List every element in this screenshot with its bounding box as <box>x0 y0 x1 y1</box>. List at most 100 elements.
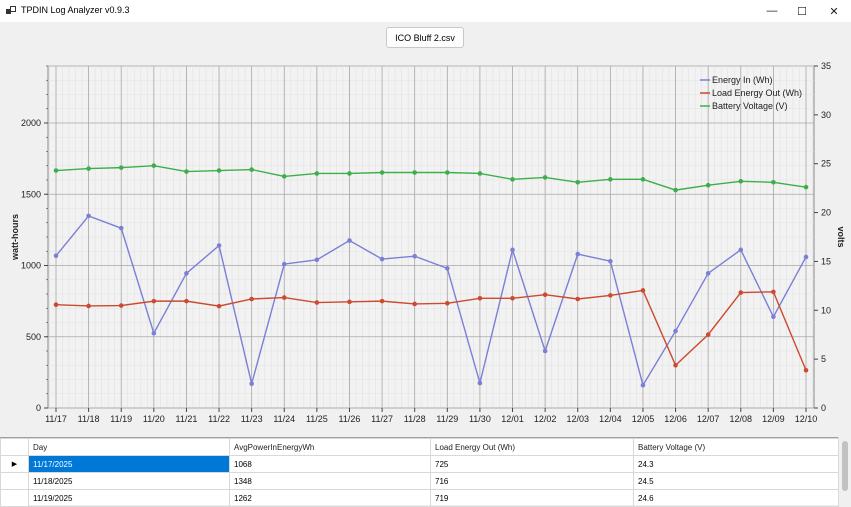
column-header-power-in[interactable]: AvgPowerInEnergyWh <box>229 438 431 456</box>
maximize-button[interactable]: ☐ <box>785 0 819 22</box>
data-point <box>53 168 59 173</box>
data-grid[interactable]: Day AvgPowerInEnergyWh Load Energy Out (… <box>0 437 839 507</box>
data-point <box>249 381 254 387</box>
data-point <box>510 295 515 301</box>
data-point <box>184 298 189 304</box>
data-point <box>640 177 646 182</box>
column-header-battery-voltage[interactable]: Battery Voltage (V) <box>633 438 839 456</box>
data-point <box>216 303 222 309</box>
legend-entry: Energy In (Wh) <box>712 75 773 85</box>
x-tick-label: 12/02 <box>534 414 557 424</box>
table-cell[interactable]: 1262 <box>229 489 431 507</box>
data-point <box>608 258 613 264</box>
data-point <box>803 184 809 190</box>
table-header-row: Day AvgPowerInEnergyWh Load Energy Out (… <box>0 438 839 456</box>
data-point <box>771 289 776 295</box>
table-cell[interactable]: 24.6 <box>633 489 839 507</box>
data-point <box>575 296 581 302</box>
x-tick-label: 12/08 <box>730 414 753 424</box>
x-tick-label: 11/29 <box>436 414 458 424</box>
minimize-button[interactable]: — <box>755 0 789 22</box>
table-cell[interactable]: 11/19/2025 <box>28 489 230 507</box>
data-point <box>412 170 417 175</box>
table-cell[interactable]: 24.3 <box>633 455 839 473</box>
data-point <box>673 187 678 193</box>
data-point <box>640 382 646 388</box>
x-tick-label: 11/19 <box>110 414 132 424</box>
series-line <box>55 215 807 387</box>
scrollbar-thumb[interactable] <box>842 441 848 491</box>
y-tick-label: 1000 <box>21 261 41 271</box>
data-point <box>118 303 124 308</box>
table-row[interactable]: 11/19/2025 1262 719 24.6 <box>0 489 839 507</box>
table-cell[interactable]: 11/18/2025 <box>28 472 230 490</box>
x-tick-label: 12/01 <box>501 414 524 424</box>
legend-entry: Battery Voltage (V) <box>712 101 788 111</box>
row-header[interactable] <box>0 472 29 490</box>
data-point <box>151 163 157 168</box>
x-tick-label: 12/03 <box>566 414 589 424</box>
app-icon <box>6 6 16 14</box>
data-point <box>281 174 287 179</box>
y2-tick-label: 35 <box>821 61 831 71</box>
data-point <box>53 302 59 307</box>
data-point <box>412 253 417 259</box>
y-tick-label: 1500 <box>21 189 41 199</box>
grid-vertical-scrollbar[interactable] <box>838 437 851 505</box>
data-point <box>249 167 254 172</box>
data-point <box>445 266 450 271</box>
data-point <box>673 328 678 334</box>
row-header[interactable] <box>0 489 29 507</box>
data-point <box>184 169 189 174</box>
table-cell[interactable]: 719 <box>430 489 634 507</box>
table-cell[interactable]: 725 <box>430 455 634 473</box>
x-tick-label: 11/26 <box>339 414 361 424</box>
y-tick-label: 2000 <box>21 118 41 128</box>
row-selected-icon[interactable]: ▶ <box>0 455 29 473</box>
data-point <box>86 213 91 219</box>
y-axis-title: watt-hours <box>10 214 20 261</box>
data-point <box>705 182 711 188</box>
data-point <box>379 298 385 304</box>
table-cell[interactable]: 11/17/2025 <box>28 455 230 473</box>
table-cell[interactable]: 24.5 <box>633 472 839 490</box>
data-point <box>379 256 385 262</box>
row-header-corner <box>0 438 29 456</box>
minimize-icon: — <box>766 5 778 17</box>
data-point <box>542 175 548 180</box>
x-tick-label: 11/30 <box>469 414 491 424</box>
table-row[interactable]: 11/18/2025 1348 716 24.5 <box>0 472 839 490</box>
data-point <box>216 243 222 248</box>
close-button[interactable]: ✕ <box>817 0 851 22</box>
column-header-load-out[interactable]: Load Energy Out (Wh) <box>430 438 634 456</box>
table-cell[interactable]: 1068 <box>229 455 431 473</box>
x-tick-label: 12/06 <box>664 414 687 424</box>
y-tick-label: 500 <box>26 332 41 342</box>
series-line <box>55 289 807 371</box>
x-tick-label: 12/09 <box>762 414 785 424</box>
table-row[interactable]: ▶ 11/17/2025 1068 725 24.3 <box>0 455 839 473</box>
table-cell[interactable]: 1348 <box>229 472 431 490</box>
column-header-day[interactable]: Day <box>28 438 230 456</box>
data-point <box>738 179 744 184</box>
data-point <box>608 293 613 298</box>
open-file-button[interactable]: ICO Bluff 2.csv <box>386 27 464 48</box>
legend-entry: Load Energy Out (Wh) <box>712 88 802 98</box>
x-tick-label: 12/07 <box>697 414 720 424</box>
x-tick-label: 11/20 <box>143 414 165 424</box>
data-point <box>510 247 515 253</box>
y2-tick-label: 25 <box>821 159 831 169</box>
data-point <box>249 296 254 302</box>
title-bar[interactable]: TPDIN Log Analyzer v0.9.3 — ☐ ✕ <box>0 0 851 22</box>
data-point <box>738 290 744 295</box>
table-cell[interactable]: 716 <box>430 472 634 490</box>
data-point <box>347 299 352 305</box>
data-point <box>314 300 320 305</box>
x-tick-label: 12/10 <box>795 414 818 424</box>
data-point <box>673 362 678 368</box>
data-point <box>803 367 809 373</box>
x-tick-label: 11/22 <box>208 414 230 424</box>
y-tick-label: 0 <box>36 403 41 413</box>
y2-tick-label: 20 <box>821 208 831 218</box>
